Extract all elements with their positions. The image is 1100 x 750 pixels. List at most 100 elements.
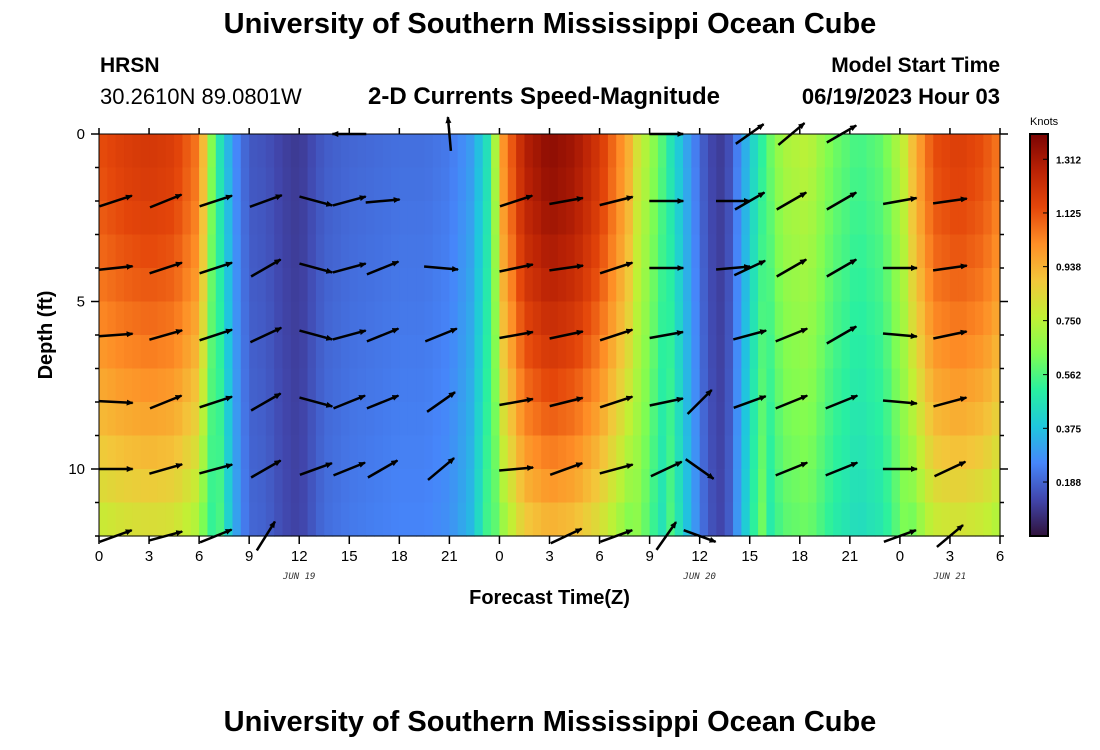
heatmap-cell: [307, 301, 317, 336]
heatmap-cell: [657, 268, 667, 303]
heatmap-cell: [824, 134, 834, 169]
heatmap-cell: [107, 469, 117, 504]
heatmap-cell: [299, 469, 309, 504]
heatmap-cell: [708, 435, 717, 470]
heatmap-cell: [991, 134, 1001, 169]
heatmap-cell: [916, 301, 926, 336]
heatmap-cell: [682, 469, 692, 504]
heatmap-cell: [140, 402, 150, 437]
heatmap-cell: [591, 502, 601, 537]
current-vector-arrow: [649, 396, 684, 407]
current-vector-arrow: [499, 330, 534, 340]
heatmap-cell: [566, 402, 576, 437]
current-vector-arrow: [599, 195, 634, 207]
heatmap-cell: [340, 201, 350, 236]
heatmap-cell: [791, 402, 801, 437]
heatmap-cell: [507, 268, 517, 303]
heatmap-cell: [290, 502, 300, 537]
heatmap-cell: [716, 402, 726, 437]
heatmap-cell: [874, 502, 884, 537]
heatmap-cell: [883, 469, 893, 504]
heatmap-cell: [274, 167, 284, 202]
heatmap-cell: [432, 134, 442, 169]
heatmap-cell: [666, 469, 676, 504]
heatmap-cell: [674, 502, 684, 537]
heatmap-cell: [499, 335, 509, 370]
y-tick-label: 0: [77, 126, 85, 143]
current-vector-arrow: [733, 259, 767, 277]
heatmap-cell: [624, 201, 634, 236]
heatmap-cell: [549, 234, 559, 269]
heatmap-cell: [466, 502, 476, 537]
heatmap-cell: [307, 502, 317, 537]
heatmap-cell: [407, 368, 417, 403]
heatmap-cell: [165, 134, 175, 169]
heatmap-cell: [641, 134, 651, 169]
heatmap-cell: [924, 201, 934, 236]
heatmap-cell: [299, 234, 309, 269]
heatmap-cell: [591, 268, 601, 303]
heatmap-cell: [549, 368, 559, 403]
heatmap-cell: [541, 402, 551, 437]
current-vector-arrow: [776, 191, 808, 211]
heatmap-cell: [724, 201, 734, 236]
heatmap-cell: [557, 268, 567, 303]
heatmap-cell: [724, 335, 734, 370]
heatmap-cell: [566, 335, 576, 370]
heatmap-cell: [149, 435, 158, 470]
heatmap-cell: [691, 234, 701, 269]
heatmap-cell: [841, 134, 851, 169]
heatmap-cell: [699, 368, 709, 403]
heatmap-cell: [841, 435, 851, 470]
heatmap-cell: [908, 134, 918, 169]
heatmap-cell: [224, 435, 234, 470]
heatmap-cell: [716, 301, 726, 336]
station-name: HRSN: [100, 54, 160, 77]
heatmap-cell: [983, 167, 993, 202]
heatmap-cell: [182, 435, 192, 470]
heatmap-cell: [657, 134, 667, 169]
heatmap-cell: [666, 402, 676, 437]
current-vector-arrow: [149, 463, 184, 475]
heatmap-cell: [741, 167, 751, 202]
heatmap-cell: [190, 134, 200, 169]
heatmap-cell: [399, 201, 409, 236]
current-vector-arrow: [249, 194, 283, 208]
heatmap-cell: [374, 167, 384, 202]
heatmap-cell: [733, 234, 742, 269]
heatmap-cell: [524, 435, 534, 470]
heatmap-cell: [758, 335, 767, 370]
heatmap-cell: [774, 134, 784, 169]
heatmap-cell: [741, 469, 751, 504]
heatmap-cell: [933, 368, 943, 403]
heatmap-cell: [849, 469, 859, 504]
heatmap-cell: [499, 301, 509, 336]
heatmap-cell: [249, 234, 259, 269]
current-vector-arrow: [299, 329, 334, 341]
heatmap-cell: [399, 502, 409, 537]
heatmap-cell: [457, 167, 467, 202]
heatmap-cell: [958, 268, 968, 303]
heatmap-cell: [357, 268, 367, 303]
heatmap-cell: [416, 368, 425, 403]
heatmap-cell: [699, 502, 709, 537]
heatmap-cell: [924, 167, 934, 202]
heatmap-cell: [966, 502, 976, 537]
heatmap-cell: [883, 234, 893, 269]
heatmap-cell: [858, 502, 868, 537]
heatmap-cell: [474, 134, 484, 169]
heatmap-cell: [249, 502, 259, 537]
heatmap-cell: [849, 502, 859, 537]
model-start-label: Model Start Time: [831, 54, 1000, 77]
heatmap-cell: [132, 301, 142, 336]
heatmap-cell: [624, 435, 634, 470]
heatmap-cell: [874, 469, 884, 504]
heatmap-cell: [441, 469, 450, 504]
heatmap-cell: [132, 469, 142, 504]
heatmap-cell: [941, 435, 951, 470]
heatmap-cell: [549, 335, 559, 370]
heatmap-cell: [824, 234, 834, 269]
heatmap-cell: [399, 402, 409, 437]
heatmap-cell: [299, 502, 309, 537]
heatmap-cell: [140, 167, 150, 202]
